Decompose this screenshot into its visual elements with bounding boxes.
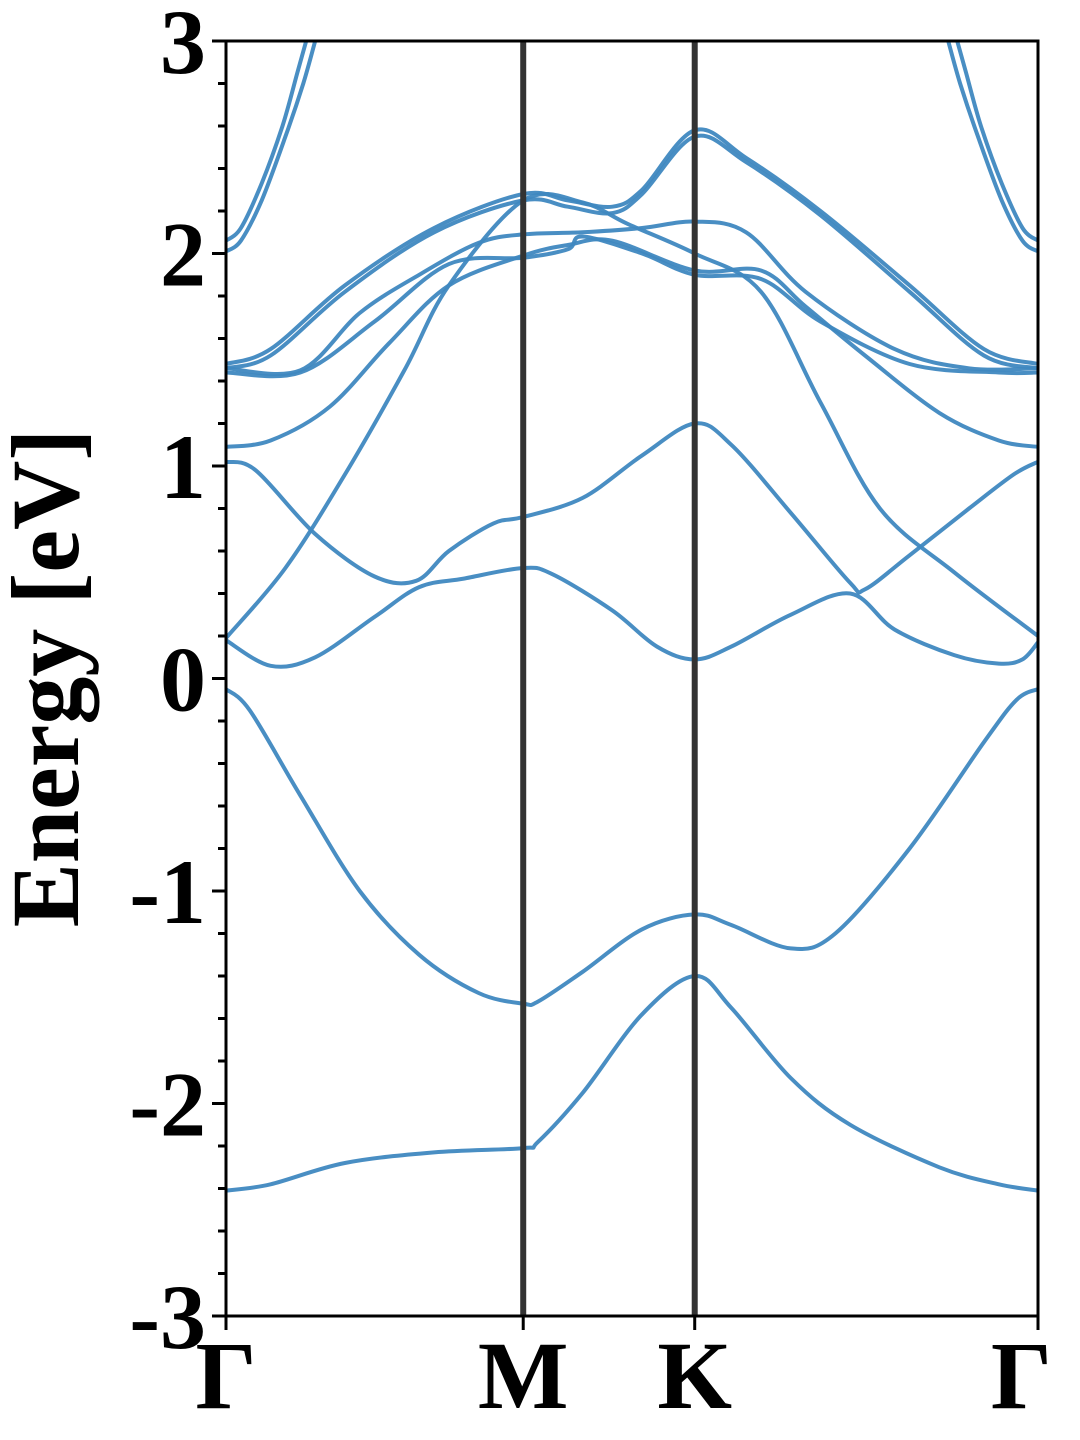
band-series-group xyxy=(226,41,1038,1193)
x-tick-label: M xyxy=(478,1322,569,1429)
x-tick-label: K xyxy=(657,1322,732,1429)
band-line-2 xyxy=(226,687,1038,1008)
band-line-12 xyxy=(226,41,309,243)
band-line-4 xyxy=(226,191,1038,641)
band-line-7 xyxy=(226,234,1038,379)
y-tick-label: -2 xyxy=(129,1054,206,1156)
axes-group: -3 -2 -1 0 1 2 3 Γ M K Γ xyxy=(129,0,1052,1429)
y-axis-title: Energy [eV] xyxy=(0,429,99,928)
y-tick-label: -1 xyxy=(129,841,206,943)
x-tick-label: Γ xyxy=(195,1322,256,1429)
plot-frame xyxy=(224,39,1040,1318)
y-tick-label: 0 xyxy=(160,629,206,731)
band-line-14 xyxy=(955,41,1038,243)
kpath-divider-group xyxy=(520,41,698,1316)
y-tick-label: 1 xyxy=(160,416,206,518)
band-line-9 xyxy=(226,127,1038,366)
x-tick-label: Γ xyxy=(991,1322,1052,1429)
band-line-6 xyxy=(226,237,1038,449)
y-tick-label: 2 xyxy=(160,204,206,306)
band-line-11 xyxy=(226,41,318,254)
band-line-1 xyxy=(226,974,1038,1193)
y-tick-label: -3 xyxy=(129,1266,206,1368)
band-line-8 xyxy=(226,219,1038,377)
band-line-10 xyxy=(226,133,1038,371)
band-line-5 xyxy=(226,421,1038,595)
y-tick-label: 3 xyxy=(160,0,206,93)
band-line-13 xyxy=(946,41,1038,254)
band-line-3 xyxy=(226,565,1038,669)
